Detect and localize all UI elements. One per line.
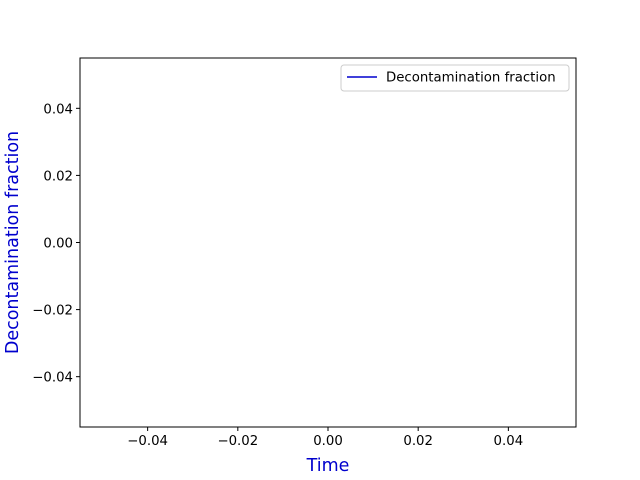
legend: Decontamination fraction	[340, 64, 570, 92]
y-tick-label-0-04: 0.04	[43, 102, 73, 117]
x-axis-label: Time	[306, 456, 350, 476]
x-tick-label-0-02: 0.02	[403, 434, 433, 449]
y-tick-label-0-00: 0.00	[43, 237, 73, 252]
x-tick-label-0-00: 0.00	[313, 434, 343, 449]
y-axis: −0.04 −0.02 0.00 0.02 0.04	[32, 102, 80, 386]
y-tick-label-neg-0-04: −0.04	[32, 371, 73, 386]
x-tick-label-neg-0-04: −0.04	[127, 434, 168, 449]
x-tick-label-neg-0-02: −0.02	[217, 434, 258, 449]
y-axis-label: Decontamination fraction	[3, 131, 23, 354]
legend-label-decontamination-fraction: Decontamination fraction	[386, 71, 556, 86]
x-axis: −0.04 −0.02 0.00 0.02 0.04	[127, 427, 523, 449]
y-tick-label-0-02: 0.02	[43, 169, 73, 184]
y-tick-label-neg-0-02: −0.02	[32, 304, 73, 319]
plot-area	[79, 57, 577, 428]
x-tick-label-0-04: 0.04	[494, 434, 524, 449]
legend-box	[340, 64, 570, 92]
